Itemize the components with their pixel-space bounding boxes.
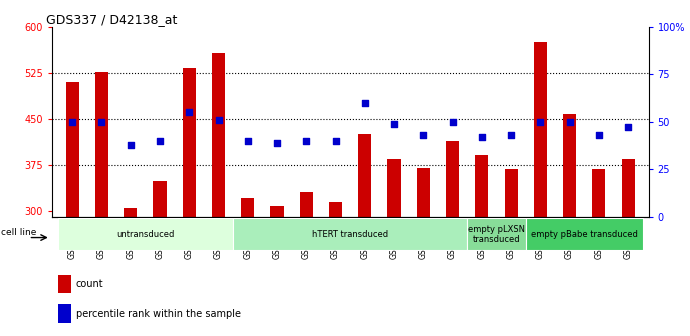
Bar (358, 134, 371, 217)
Point (476, 134, 487, 140)
Text: cell line: cell line (1, 228, 37, 237)
Point (447, 119, 458, 125)
Point (388, 121, 400, 126)
Point (418, 132, 429, 138)
Bar (95, 72, 108, 217)
Point (535, 119, 546, 125)
Text: GDS337 / D42138_at: GDS337 / D42138_at (46, 13, 177, 26)
Bar (526, 218, 643, 250)
Point (213, 117, 224, 123)
Bar (563, 115, 576, 217)
Point (155, 138, 166, 143)
Bar (66, 82, 79, 217)
Bar (233, 218, 467, 250)
Point (330, 138, 341, 143)
Bar (241, 198, 255, 217)
Bar (124, 208, 137, 217)
Bar (270, 206, 284, 217)
Bar (153, 181, 166, 217)
Point (242, 138, 253, 143)
Bar (475, 156, 489, 217)
Bar (329, 202, 342, 217)
Point (506, 132, 517, 138)
Bar (388, 159, 401, 217)
Text: hTERT transduced: hTERT transduced (312, 230, 388, 239)
Point (564, 119, 575, 125)
Bar (212, 53, 225, 217)
Bar (622, 159, 635, 217)
Bar (504, 169, 518, 217)
Bar (183, 68, 196, 217)
Bar (446, 141, 459, 217)
Text: empty pBabe transduced: empty pBabe transduced (531, 230, 638, 239)
Bar (299, 192, 313, 217)
Bar (58, 304, 71, 323)
Bar (417, 168, 430, 217)
Text: percentile rank within the sample: percentile rank within the sample (76, 309, 241, 319)
Point (593, 132, 604, 138)
Point (184, 110, 195, 115)
Text: count: count (76, 279, 104, 289)
Bar (58, 275, 71, 293)
Point (125, 142, 136, 147)
Bar (534, 42, 547, 217)
Point (271, 140, 282, 145)
Point (96, 119, 107, 125)
Bar (57, 218, 233, 250)
Bar (467, 218, 526, 250)
Point (622, 125, 633, 130)
Text: empty pLXSN
transduced: empty pLXSN transduced (468, 225, 525, 244)
Bar (592, 169, 605, 217)
Point (301, 138, 312, 143)
Point (67, 119, 78, 125)
Text: untransduced: untransduced (116, 230, 175, 239)
Point (359, 100, 371, 106)
